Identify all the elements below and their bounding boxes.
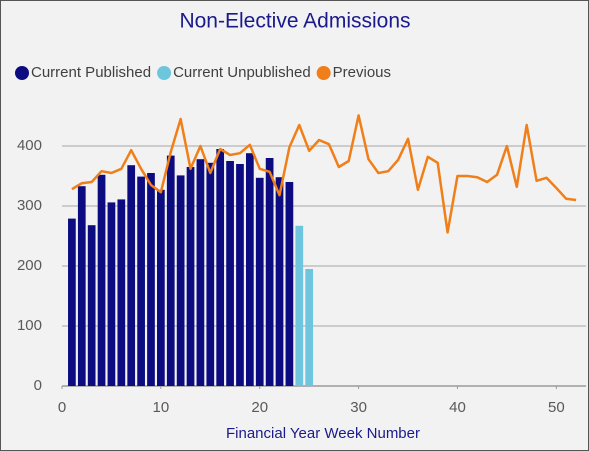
- bar: [186, 167, 195, 386]
- bar: [236, 164, 244, 386]
- bar: [68, 218, 76, 386]
- bar: [97, 174, 106, 386]
- x-tick-label: 30: [350, 399, 367, 416]
- bar: [216, 149, 225, 386]
- legend-marker: [316, 66, 331, 80]
- bar: [176, 175, 185, 386]
- x-tick-label: 50: [548, 399, 565, 416]
- bar: [77, 186, 86, 386]
- chart-title: Non-Elective Admissions: [179, 10, 410, 33]
- bar: [275, 177, 284, 386]
- bar: [206, 162, 215, 386]
- bar: [87, 225, 96, 386]
- y-tick-label: 0: [34, 377, 42, 394]
- bar: [226, 161, 234, 386]
- bar: [137, 176, 145, 386]
- x-axis-label: Financial Year Week Number: [226, 425, 420, 442]
- bar: [127, 165, 136, 386]
- legend-label: Previous: [333, 64, 391, 81]
- bar: [265, 158, 274, 386]
- bar: [107, 202, 116, 386]
- x-tick-label: 10: [153, 399, 170, 416]
- bar: [147, 173, 155, 386]
- x-tick-label: 40: [449, 399, 466, 416]
- bar: [305, 269, 314, 386]
- y-tick-label: 200: [17, 257, 42, 274]
- legend-label: Current Unpublished: [173, 64, 311, 81]
- y-tick-label: 100: [17, 317, 42, 334]
- bar: [166, 155, 175, 386]
- bar: [295, 225, 304, 386]
- bar: [245, 153, 254, 386]
- y-tick-label: 300: [17, 197, 42, 214]
- bar: [255, 177, 264, 386]
- y-tick-label: 400: [17, 137, 42, 154]
- line: [71, 114, 577, 234]
- x-tick-label: 0: [58, 399, 66, 416]
- x-tick-label: 20: [251, 399, 268, 416]
- bar: [196, 159, 205, 386]
- legend-marker: [15, 66, 29, 80]
- bar: [117, 199, 126, 386]
- legend-marker: [157, 66, 172, 80]
- bar: [157, 189, 165, 386]
- legend-label: Current Published: [31, 64, 151, 81]
- bar: [285, 182, 294, 386]
